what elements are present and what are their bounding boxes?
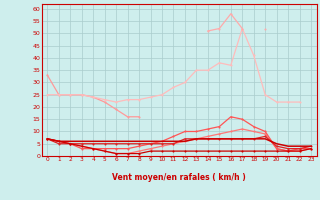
X-axis label: Vent moyen/en rafales ( km/h ): Vent moyen/en rafales ( km/h ) xyxy=(112,174,246,182)
